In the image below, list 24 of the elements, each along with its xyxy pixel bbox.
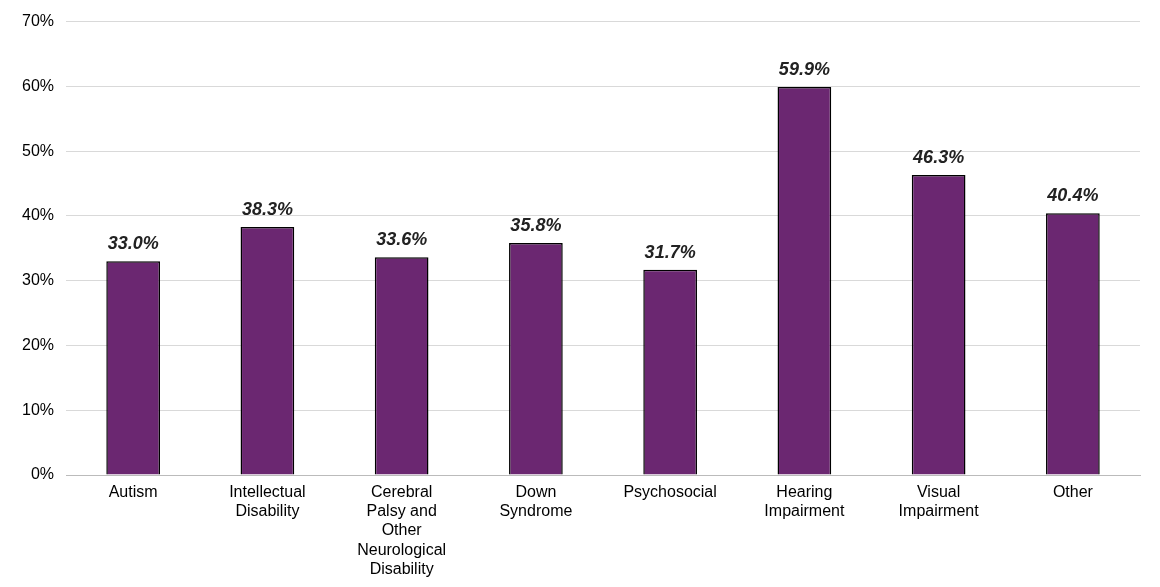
x-tick-label: Visual Impairment: [898, 483, 980, 520]
y-tick-label: 40%: [21, 206, 55, 224]
x-tick-label: Intellectual Disability: [229, 483, 306, 520]
x-tick-label: Hearing Impairment: [764, 483, 845, 520]
x-tick-label: Down Syndrome: [499, 483, 573, 520]
y-tick-label: 60%: [21, 76, 55, 94]
data-label: 40.4%: [1046, 185, 1099, 206]
y-tick-label: 50%: [21, 141, 55, 159]
y-tick-label: 0%: [30, 465, 55, 483]
data-label: 35.8%: [510, 215, 562, 236]
y-tick-label: 70%: [21, 12, 55, 30]
data-label: 33.6%: [376, 229, 428, 250]
data-label: 38.3%: [241, 198, 293, 219]
x-tick-label: Cerebral Palsy and Other Neurological Disability: [357, 483, 447, 577]
y-tick-label: 10%: [21, 400, 55, 418]
data-label: 31.7%: [644, 241, 696, 262]
data-label: 46.3%: [912, 147, 965, 168]
data-label: 33.0%: [107, 233, 159, 254]
x-tick-label: Other: [1052, 483, 1094, 501]
y-tick-label: 30%: [21, 271, 55, 289]
data-label: 59.9%: [778, 58, 830, 79]
x-tick-label: Psychosocial: [623, 483, 717, 501]
y-tick-label: 20%: [21, 335, 55, 353]
x-tick-label: Autism: [108, 483, 158, 501]
